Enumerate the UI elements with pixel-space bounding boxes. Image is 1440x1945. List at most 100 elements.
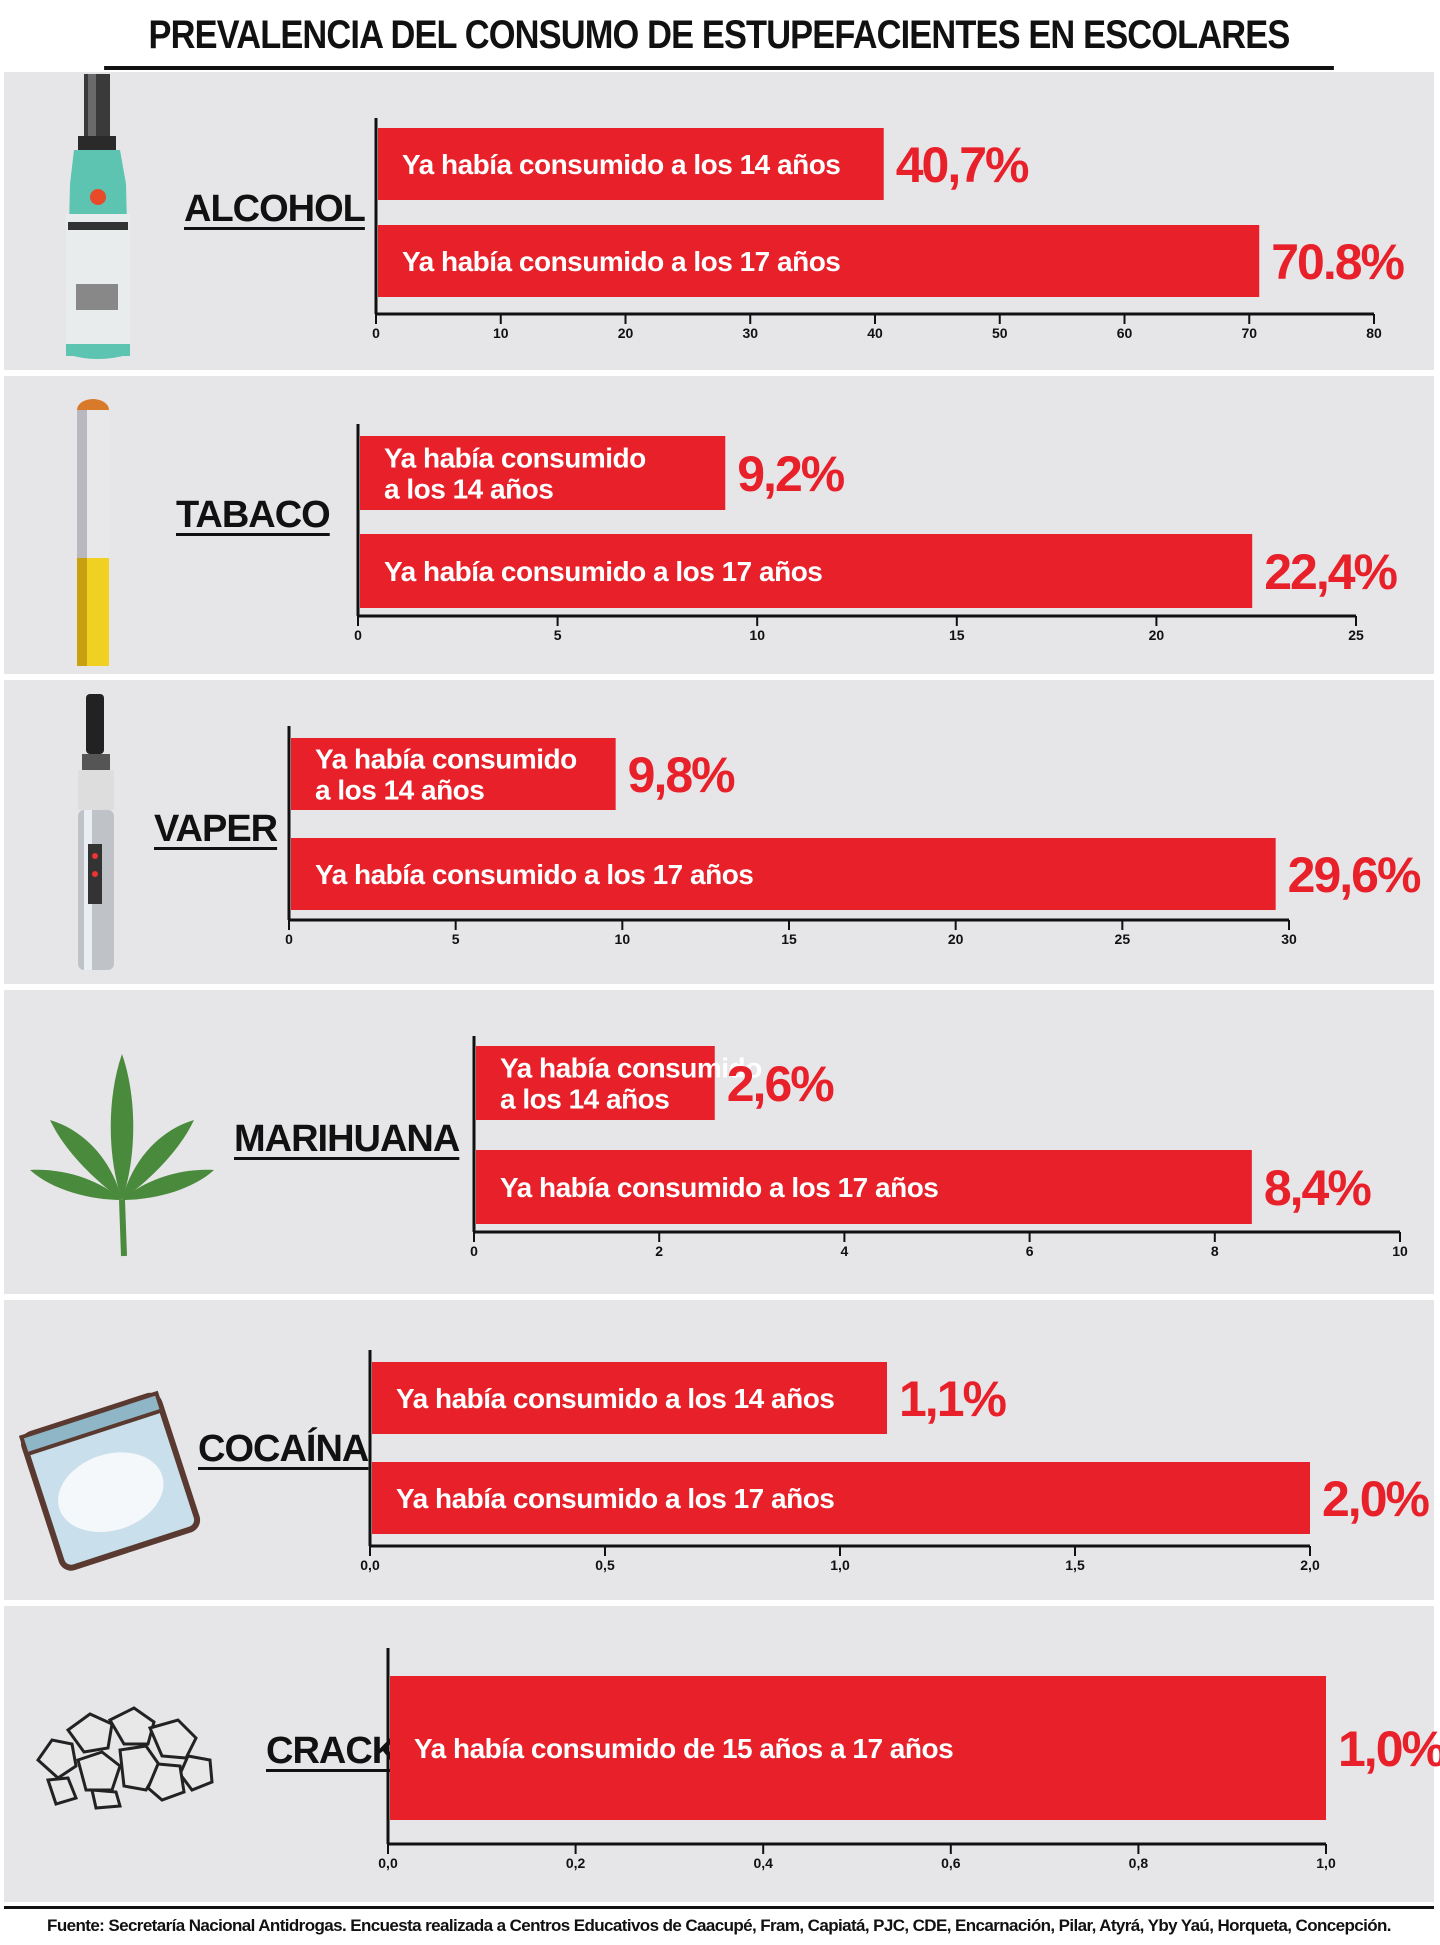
drug-label-alcohol: ALCOHOL xyxy=(184,188,366,230)
bar-label: a los 14 años xyxy=(315,775,484,806)
bar-label: Ya había consumido xyxy=(384,443,646,474)
bar-label: Ya había consumido xyxy=(500,1053,762,1084)
source-footnote: Fuente: Secretaría Nacional Antidrogas. … xyxy=(4,1906,1434,1943)
x-tick-label: 2 xyxy=(655,1243,663,1259)
x-tick-label: 30 xyxy=(742,325,758,341)
bar-a xyxy=(291,738,616,810)
panel-tabaco xyxy=(4,376,1434,674)
x-tick-label: 80 xyxy=(1366,325,1382,341)
bar-label: Ya había consumido a los 14 años xyxy=(396,1383,834,1414)
bar-label: Ya había consumido a los 17 años xyxy=(315,859,753,890)
x-tick-label: 6 xyxy=(1026,1243,1034,1259)
x-tick-label: 0,5 xyxy=(595,1557,615,1573)
chart-0: 0 10 20 30 40 50 60 70 80 Ya había consumido a lo… xyxy=(372,118,1407,341)
bar-label: Ya había consumido a los 17 años xyxy=(384,556,822,587)
x-tick-label: 40 xyxy=(867,325,883,341)
x-tick-label: 15 xyxy=(949,627,965,643)
bar-label: a los 14 años xyxy=(384,474,553,505)
panel-cocaina xyxy=(4,1300,1434,1600)
value-label: 2,6% xyxy=(727,1056,835,1112)
x-tick-label: 0,6 xyxy=(941,1855,961,1871)
value-label: 70.8% xyxy=(1271,234,1404,290)
chart-5: 0,0 0,2 0,4 0,6 0,8 1,0 Ya había consumido de … xyxy=(378,1648,1440,1871)
x-tick-label: 10 xyxy=(493,325,509,341)
bottle-icon xyxy=(66,74,130,359)
drug-label-crack: CRACK xyxy=(266,1730,399,1772)
cannabis-leaf-icon xyxy=(30,1054,214,1257)
bar-b xyxy=(476,1150,1252,1224)
x-tick-label: 25 xyxy=(1115,931,1131,947)
x-tick-label: 0,4 xyxy=(753,1855,773,1871)
powder-bag-icon xyxy=(18,1390,201,1571)
cigarette-icon xyxy=(77,399,109,666)
bar-b xyxy=(360,534,1253,608)
drug-label-cocaina: COCAÍNA xyxy=(198,1428,369,1470)
panel-alcohol xyxy=(4,72,1434,370)
bar-a xyxy=(372,1362,887,1434)
x-tick-label: 0 xyxy=(285,931,293,947)
drug-label-vaper: VAPER xyxy=(154,808,278,850)
x-tick-label: 0,8 xyxy=(1129,1855,1149,1871)
x-tick-label: 1,0 xyxy=(1316,1855,1336,1871)
value-label: 1,1% xyxy=(899,1371,1007,1427)
panel-vaper xyxy=(4,680,1434,984)
x-tick-label: 0 xyxy=(354,627,362,643)
x-tick-label: 0,0 xyxy=(360,1557,380,1573)
bar-a xyxy=(378,128,884,200)
x-tick-label: 4 xyxy=(841,1243,849,1259)
bar-a xyxy=(360,436,726,510)
value-label: 40,7% xyxy=(896,137,1029,193)
value-label: 8,4% xyxy=(1264,1160,1372,1216)
panel-marihuana xyxy=(4,990,1434,1294)
x-tick-label: 60 xyxy=(1117,325,1133,341)
x-tick-label: 0 xyxy=(470,1243,478,1259)
drug-label-tabaco: TABACO xyxy=(176,494,331,536)
x-tick-label: 5 xyxy=(452,931,460,947)
bar-a xyxy=(390,1676,1326,1820)
drug-label-marihuana: MARIHUANA xyxy=(234,1118,460,1160)
x-tick-label: 5 xyxy=(554,627,562,643)
bar-label: Ya había consumido a los 17 años xyxy=(500,1172,938,1203)
x-tick-label: 20 xyxy=(948,931,964,947)
x-tick-label: 10 xyxy=(749,627,765,643)
x-tick-label: 0 xyxy=(372,325,380,341)
bar-label: Ya había consumido a los 17 años xyxy=(402,246,840,277)
crack-rocks-icon xyxy=(36,1706,214,1810)
x-tick-label: 10 xyxy=(1392,1243,1408,1259)
x-tick-label: 0,0 xyxy=(378,1855,398,1871)
bar-label: Ya había consumido xyxy=(315,744,577,775)
value-label: 29,6% xyxy=(1288,847,1421,903)
vape-icon xyxy=(78,694,114,970)
bar-label: Ya había consumido de 15 años a 17 años xyxy=(414,1733,953,1764)
x-tick-label: 50 xyxy=(992,325,1008,341)
value-label: 2,0% xyxy=(1322,1471,1430,1527)
value-label: 9,8% xyxy=(628,747,736,803)
bar-label: a los 14 años xyxy=(500,1084,669,1115)
x-tick-label: 1,0 xyxy=(830,1557,850,1573)
x-tick-label: 0,2 xyxy=(566,1855,586,1871)
x-tick-label: 25 xyxy=(1348,627,1364,643)
x-tick-label: 20 xyxy=(618,325,634,341)
bar-label: Ya había consumido a los 14 años xyxy=(402,149,840,180)
x-tick-label: 20 xyxy=(1149,627,1165,643)
bar-b xyxy=(291,838,1276,910)
chart-title: PREVALENCIA DEL CONSUMO DE ESTUPEFACIENT… xyxy=(104,4,1334,70)
bar-label: Ya había consumido a los 17 años xyxy=(396,1483,834,1514)
x-tick-label: 2,0 xyxy=(1300,1557,1320,1573)
value-label: 9,2% xyxy=(737,446,845,502)
x-tick-label: 10 xyxy=(615,931,631,947)
value-label: 22,4% xyxy=(1264,544,1397,600)
value-label: 1,0% xyxy=(1338,1721,1440,1777)
x-tick-label: 15 xyxy=(781,931,797,947)
x-tick-label: 70 xyxy=(1241,325,1257,341)
x-tick-label: 8 xyxy=(1211,1243,1219,1259)
bar-b xyxy=(378,225,1260,297)
x-tick-label: 1,5 xyxy=(1065,1557,1085,1573)
chart-4: 0,0 0,5 1,0 1,5 2,0 Ya había consumido a los … xyxy=(360,1350,1432,1573)
bar-b xyxy=(372,1462,1310,1534)
x-tick-label: 30 xyxy=(1281,931,1297,947)
